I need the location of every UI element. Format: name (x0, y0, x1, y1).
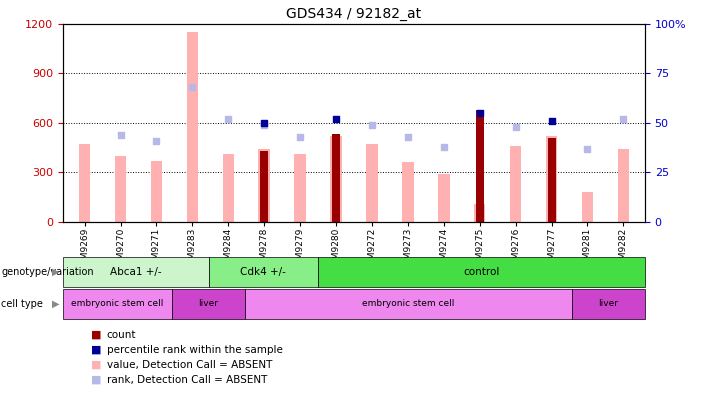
Text: ■: ■ (91, 375, 102, 385)
Point (330, 116, 341, 122)
Point (438, 143, 449, 150)
Point (367, 122, 378, 128)
Point (474, 110, 485, 116)
Point (510, 124, 522, 130)
Bar (151, 161, 162, 222)
Point (402, 133, 414, 140)
Point (259, 120, 270, 126)
Point (582, 145, 593, 152)
Point (151, 137, 162, 144)
Text: value, Detection Call = ABSENT: value, Detection Call = ABSENT (107, 360, 272, 370)
Text: ▶: ▶ (52, 299, 60, 309)
Text: control: control (463, 267, 500, 277)
Title: GDS434 / 92182_at: GDS434 / 92182_at (287, 8, 421, 21)
Text: ■: ■ (91, 360, 102, 370)
Text: ■: ■ (91, 345, 102, 355)
Bar (260, 151, 268, 222)
Bar (618, 149, 629, 222)
Text: liver: liver (198, 299, 219, 308)
Point (223, 116, 234, 122)
Bar (474, 204, 486, 222)
Bar (438, 174, 449, 222)
Bar (115, 156, 126, 222)
Bar (547, 138, 556, 222)
Point (186, 84, 198, 90)
Bar (366, 144, 378, 222)
Text: embryonic stem cell: embryonic stem cell (72, 299, 164, 308)
Text: genotype/variation: genotype/variation (1, 267, 94, 277)
Text: cell type: cell type (1, 299, 43, 309)
Bar (186, 32, 198, 222)
Bar (330, 136, 342, 222)
Bar (222, 154, 234, 222)
Point (115, 131, 126, 138)
Bar (332, 134, 340, 222)
Bar (582, 192, 593, 222)
Bar (294, 154, 306, 222)
Bar (402, 162, 414, 222)
Point (294, 133, 306, 140)
Text: ■: ■ (91, 329, 102, 340)
Text: embryonic stem cell: embryonic stem cell (362, 299, 455, 308)
Point (546, 118, 557, 124)
Bar (510, 146, 522, 222)
Point (259, 122, 270, 128)
Point (618, 116, 629, 122)
Bar (476, 110, 484, 222)
Bar (79, 144, 90, 222)
Text: count: count (107, 329, 136, 340)
Text: ▶: ▶ (52, 267, 60, 277)
Text: Cdk4 +/-: Cdk4 +/- (240, 267, 286, 277)
Bar (546, 136, 557, 222)
Text: liver: liver (599, 299, 618, 308)
Bar (259, 149, 270, 222)
Text: percentile rank within the sample: percentile rank within the sample (107, 345, 283, 355)
Text: Abca1 +/-: Abca1 +/- (110, 267, 162, 277)
Text: rank, Detection Call = ABSENT: rank, Detection Call = ABSENT (107, 375, 267, 385)
